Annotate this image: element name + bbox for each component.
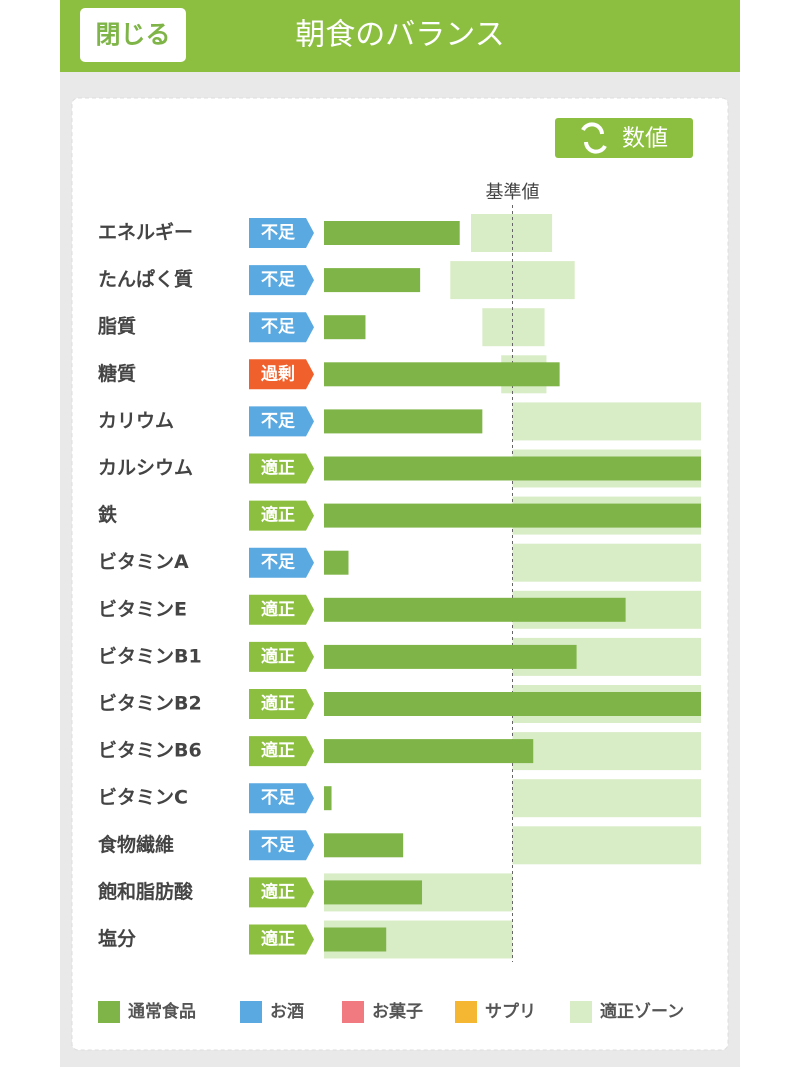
status-label: 適正 (261, 881, 295, 902)
status-badge (249, 453, 314, 484)
status-badge (249, 641, 314, 672)
legend-swatch (342, 1001, 364, 1023)
category-label: ビタミンC (98, 787, 188, 809)
bar (324, 833, 404, 858)
category-label: 塩分 (98, 927, 136, 950)
status-label: 不足 (261, 411, 295, 431)
bar (324, 409, 483, 434)
status-badge (249, 500, 314, 531)
legend-swatch (240, 1001, 262, 1023)
category-label: 脂質 (98, 315, 136, 338)
legend-label: お酒 (270, 1001, 304, 1022)
status-badge (249, 359, 314, 390)
bar (324, 221, 460, 245)
status-label: 適正 (261, 505, 295, 526)
status-badge (249, 312, 314, 343)
bar (324, 739, 534, 764)
status-label: 適正 (261, 646, 295, 667)
status-label: 適正 (261, 458, 295, 479)
bar (324, 644, 577, 669)
bar (324, 927, 387, 952)
bar (324, 597, 626, 622)
category-label: 糖質 (98, 362, 136, 385)
status-label: 不足 (261, 223, 295, 243)
status-badge (249, 265, 314, 296)
category-label: 鉄 (98, 503, 117, 526)
status-label: 適正 (261, 693, 295, 714)
legend-swatch (98, 1001, 120, 1023)
status-badge (249, 547, 314, 578)
status-label: 不足 (261, 553, 295, 573)
status-label: 適正 (261, 740, 295, 761)
status-badge (249, 218, 314, 248)
category-label: 飽和脂肪酸 (97, 880, 194, 903)
category-label: ビタミンB6 (98, 740, 202, 762)
status-label: 不足 (261, 788, 295, 808)
status-badge (249, 594, 314, 625)
status-badge (249, 924, 314, 955)
status-badge (249, 689, 314, 719)
legend-label: サプリ (485, 1001, 536, 1022)
reference-label: 基準値 (486, 182, 540, 203)
status-badge (249, 830, 314, 861)
category-label: カルシウム (98, 457, 193, 479)
status-badge (249, 783, 314, 814)
category-label: エネルギー (98, 222, 193, 244)
status-badge (249, 877, 314, 908)
category-label: ビタミンE (98, 598, 187, 620)
status-label: 不足 (261, 835, 295, 855)
zone (512, 732, 701, 771)
category-label: カリウム (98, 410, 174, 432)
bar (324, 315, 366, 340)
bar (324, 503, 701, 528)
category-label: たんぱく質 (98, 268, 193, 291)
close-button[interactable] (80, 8, 186, 62)
category-label: 食物繊維 (98, 833, 174, 856)
legend-swatch (455, 1001, 477, 1023)
toggle-label: 数値 (622, 126, 668, 152)
title: 朝食のバランス (295, 18, 504, 53)
bar (324, 550, 349, 575)
bar (324, 268, 421, 293)
bar (324, 362, 560, 387)
refresh-icon (581, 122, 607, 154)
zone (482, 308, 545, 347)
status-badge (249, 406, 314, 437)
zone (512, 543, 701, 582)
status-label: 適正 (261, 599, 295, 620)
zone (512, 779, 701, 818)
legend-label: お菓子 (372, 1002, 423, 1022)
zone (512, 826, 701, 865)
status-label: 不足 (261, 270, 295, 290)
bar (324, 786, 332, 811)
bar (324, 880, 423, 905)
status-label: 適正 (261, 929, 295, 950)
status-label: 不足 (261, 317, 295, 337)
category-label: ビタミンB1 (98, 645, 202, 667)
bar (324, 692, 701, 716)
status-badge (249, 736, 314, 767)
legend-label: 通常食品 (128, 1001, 196, 1022)
category-label: ビタミンA (98, 551, 189, 573)
bar (324, 456, 701, 481)
close-label: 閉じる (95, 20, 170, 49)
zone (471, 214, 553, 252)
status-label: 過剰 (261, 364, 295, 384)
zone (512, 402, 701, 441)
legend-swatch (570, 1001, 592, 1023)
category-label: ビタミンB2 (98, 693, 202, 715)
legend-label: 適正ゾーン (600, 1001, 684, 1022)
